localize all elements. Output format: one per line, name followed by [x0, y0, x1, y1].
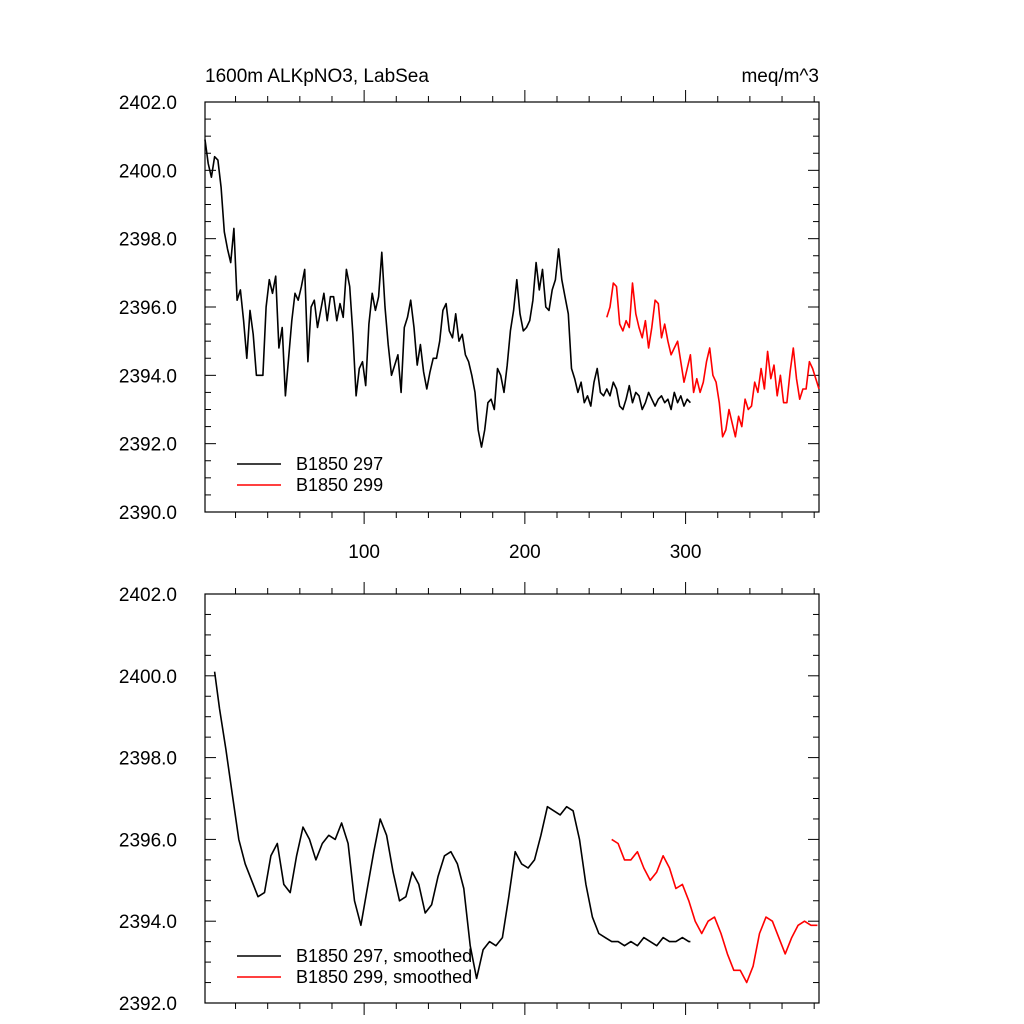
legend-label: B1850 299, smoothed	[296, 967, 472, 987]
y-tick-label: 2396.0	[119, 298, 177, 319]
bottom-panel: 2392.0 2394.0 2396.0 2398.0 2400.0 2402.0 B185…	[119, 582, 820, 1015]
x-tick-label: 300	[670, 542, 702, 563]
top-panel: 2390.0 2392.0 2394.0 2396.0 2398.0 2400.0 2402…	[119, 66, 820, 563]
y-tick-label: 2394.0	[119, 366, 177, 387]
y-tick-label: 2400.0	[119, 667, 177, 688]
series-line-1	[611, 838, 818, 984]
series-line-1	[606, 282, 820, 438]
chart-title: 1600m ALKpNO3, LabSea	[205, 66, 429, 87]
y-tick-label: 2402.0	[119, 93, 177, 114]
legend-label: B1850 297	[296, 454, 383, 474]
series-line-0	[213, 671, 691, 980]
series-line-0	[204, 139, 691, 448]
x-tick-label: 100	[348, 542, 380, 563]
y-tick-label: 2392.0	[119, 435, 177, 456]
legend-label: B1850 297, smoothed	[296, 946, 472, 966]
plot-frame	[204, 101, 820, 513]
y-tick-label: 2400.0	[119, 161, 177, 182]
y-tick-label: 2390.0	[119, 503, 177, 524]
x-tick-label: 200	[509, 542, 541, 563]
legend-label: B1850 299	[296, 475, 383, 495]
plot-frame	[204, 593, 820, 1004]
y-tick-label: 2402.0	[119, 585, 177, 606]
y-tick-label: 2398.0	[119, 230, 177, 251]
y-tick-label: 2392.0	[119, 994, 177, 1015]
y-tick-label: 2396.0	[119, 830, 177, 851]
y-tick-label: 2398.0	[119, 749, 177, 770]
units-label: meq/m^3	[741, 66, 819, 87]
y-tick-label: 2394.0	[119, 912, 177, 933]
